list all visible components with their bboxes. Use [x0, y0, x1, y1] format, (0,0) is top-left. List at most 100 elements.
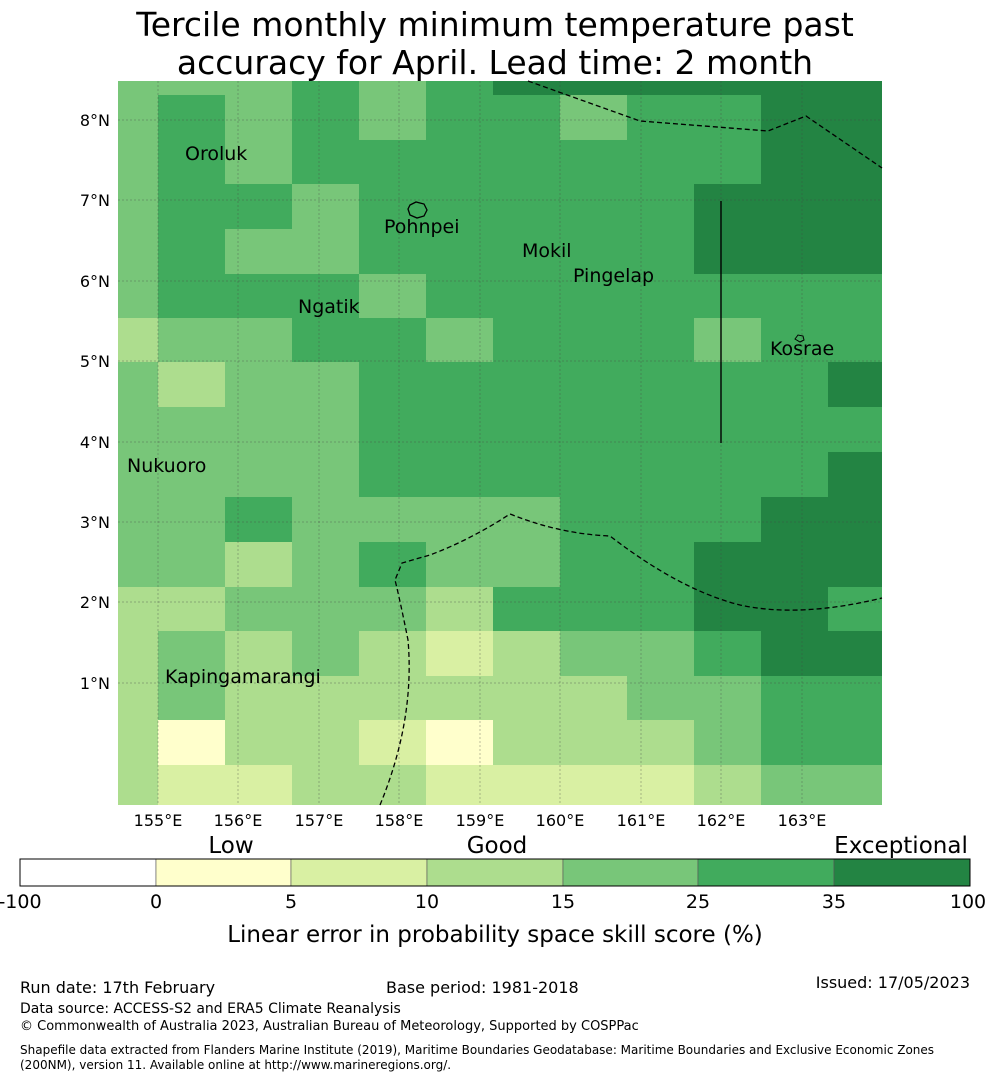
lon-label: 157°E	[295, 811, 344, 830]
place-label: Pingelap	[573, 265, 654, 287]
grid-cell	[292, 765, 426, 805]
grid-cell	[694, 765, 761, 805]
shapefile-credit-line-2: (200NM), version 11. Available online at…	[20, 1058, 452, 1072]
colorbar-tick: -100	[0, 891, 42, 913]
skill-grid	[118, 81, 882, 805]
lat-label: 6°N	[80, 272, 110, 291]
grid-cell	[225, 497, 292, 542]
graticule	[118, 81, 882, 805]
copyright: © Commonwealth of Australia 2023, Austra…	[20, 1019, 639, 1034]
grid-cell	[493, 587, 694, 631]
grid-cell	[118, 274, 158, 318]
grid-cell	[118, 765, 158, 805]
grid-cell	[118, 587, 225, 631]
grid-cell	[828, 362, 882, 407]
grid-cell	[225, 587, 426, 631]
grid-cell	[426, 765, 694, 805]
grid-cell	[118, 140, 158, 184]
colorbar-segment	[155, 858, 292, 887]
category-good: Good	[467, 833, 528, 859]
place-label: Kosrae	[770, 338, 834, 360]
grid-cell	[118, 229, 158, 274]
grid-cell	[627, 95, 761, 140]
lon-label: 158°E	[375, 811, 424, 830]
colorbar-tick: 0	[150, 891, 162, 913]
title-line-2: accuracy for April. Lead time: 2 month	[176, 43, 814, 82]
place-label: Mokil	[522, 240, 572, 262]
grid-cell	[225, 229, 359, 274]
grid-cell	[694, 184, 882, 229]
grid-cell	[560, 95, 627, 140]
grid-cell	[359, 452, 828, 497]
colorbar-tick: 35	[822, 891, 846, 913]
grid-cell	[359, 95, 426, 140]
grid-cell	[292, 184, 359, 229]
place-label: Ngatik	[298, 296, 360, 318]
lon-label: 160°E	[536, 811, 585, 830]
colorbar-segment	[562, 858, 699, 887]
category-exceptional: Exceptional	[834, 833, 968, 859]
grid-cell	[694, 631, 761, 676]
grid-cell	[225, 95, 292, 140]
grid-cell	[694, 542, 882, 587]
grid-cell	[694, 720, 761, 765]
pohnpei-island	[407, 201, 428, 219]
grid-cell	[761, 497, 882, 542]
grid-cell	[118, 318, 158, 362]
grid-cell	[225, 542, 292, 587]
colorbar-segment	[426, 858, 564, 887]
grid-cell	[158, 676, 225, 720]
grid-cell	[292, 81, 359, 95]
lat-label: 7°N	[80, 191, 110, 210]
grid-cell	[761, 765, 882, 805]
data-source: Data source: ACCESS-S2 and ERA5 Climate …	[20, 1001, 401, 1017]
grid-cell	[761, 95, 882, 140]
grid-cell	[158, 229, 225, 274]
place-label: Oroluk	[185, 143, 247, 165]
base-period: Base period: 1981-2018	[386, 978, 579, 997]
grid-cell	[426, 542, 560, 587]
grid-cell	[158, 140, 225, 184]
grid-cell	[118, 631, 158, 676]
grid-cell	[359, 407, 882, 452]
colorbar	[19, 858, 971, 887]
grid-cell	[118, 542, 225, 587]
grid-cell	[292, 95, 359, 140]
lon-label: 159°E	[456, 811, 505, 830]
grid-cell	[292, 631, 359, 676]
grid-cell	[426, 274, 882, 318]
grid-cell	[359, 362, 828, 407]
grid-cell	[828, 452, 882, 497]
grid-cell	[493, 631, 560, 676]
grid-cell	[828, 587, 882, 631]
lat-label: 1°N	[80, 674, 110, 693]
grid-cell	[118, 676, 158, 720]
colorbar-tick: 100	[950, 891, 986, 913]
grid-cell	[225, 631, 292, 676]
grid-cell	[158, 274, 359, 318]
lon-label: 163°E	[778, 811, 827, 830]
grid-cell	[560, 542, 694, 587]
grid-cell	[359, 229, 694, 274]
grid-cell	[158, 318, 292, 362]
grid-cell	[292, 542, 359, 587]
grid-cell	[493, 720, 694, 765]
lon-label: 162°E	[697, 811, 746, 830]
grid-cell	[158, 95, 225, 140]
grid-cell	[627, 81, 761, 95]
lat-label: 8°N	[80, 111, 110, 130]
place-label: Kapingamarangi	[165, 666, 321, 688]
grid-cell	[627, 676, 761, 720]
map-title: Tercile monthly minimum temperature past…	[0, 6, 990, 82]
grid-cell	[761, 631, 882, 676]
lon-label: 155°E	[134, 811, 183, 830]
grid-cell	[225, 140, 292, 184]
grid-cell	[426, 720, 493, 765]
colorbar-tick: 5	[285, 891, 297, 913]
eez-boundary	[379, 80, 883, 806]
grid-cell	[359, 274, 426, 318]
grid-cell	[158, 631, 225, 676]
grid-cell	[493, 81, 627, 95]
grid-cell	[118, 362, 158, 407]
lat-label: 5°N	[80, 352, 110, 371]
